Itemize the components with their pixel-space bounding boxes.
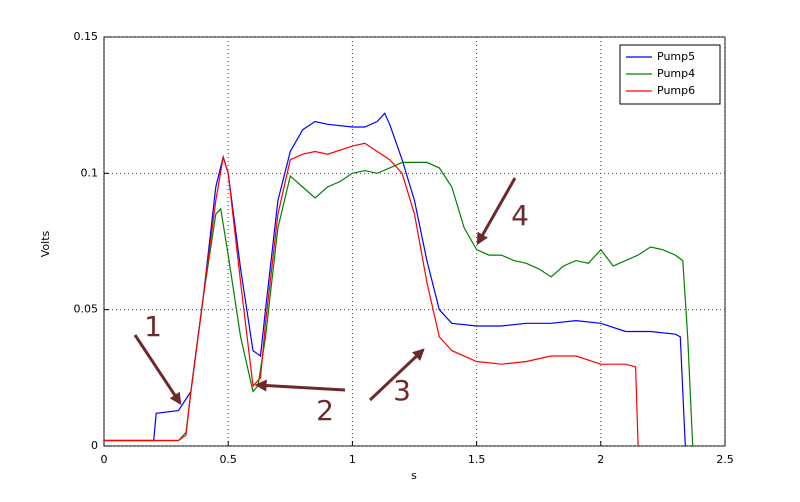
y-tick-label: 0 [91, 439, 98, 452]
series-line [104, 112, 686, 447]
annotation: 3 [393, 374, 411, 407]
x-tick-label: 2.5 [716, 453, 734, 466]
legend-box [619, 44, 721, 105]
arrow [254, 379, 346, 392]
arrow [133, 334, 182, 406]
y-axis-label: Volts [39, 230, 52, 257]
annotation: 1 [144, 310, 162, 343]
x-axis-label: s [411, 469, 417, 482]
x-tick-label: 1.5 [468, 453, 486, 466]
x-tick-label: 2 [597, 453, 604, 466]
arrow [368, 348, 425, 402]
series-line [104, 161, 694, 447]
series-line [104, 142, 639, 447]
plot-area [103, 36, 726, 447]
y-tick-label: 0.15 [74, 30, 99, 43]
arrow [476, 177, 517, 246]
annotation: 4 [511, 199, 529, 232]
y-tick-label: 0.05 [74, 303, 99, 316]
legend-label: Pump5 [657, 50, 695, 63]
legend-label: Pump6 [657, 84, 695, 97]
y-tick-label: 0.1 [81, 166, 99, 179]
x-tick-label: 0 [101, 453, 108, 466]
annotation: 2 [316, 394, 334, 427]
x-tick-label: 0.5 [219, 453, 237, 466]
legend-label: Pump4 [657, 67, 695, 80]
x-tick-label: 1 [349, 453, 356, 466]
